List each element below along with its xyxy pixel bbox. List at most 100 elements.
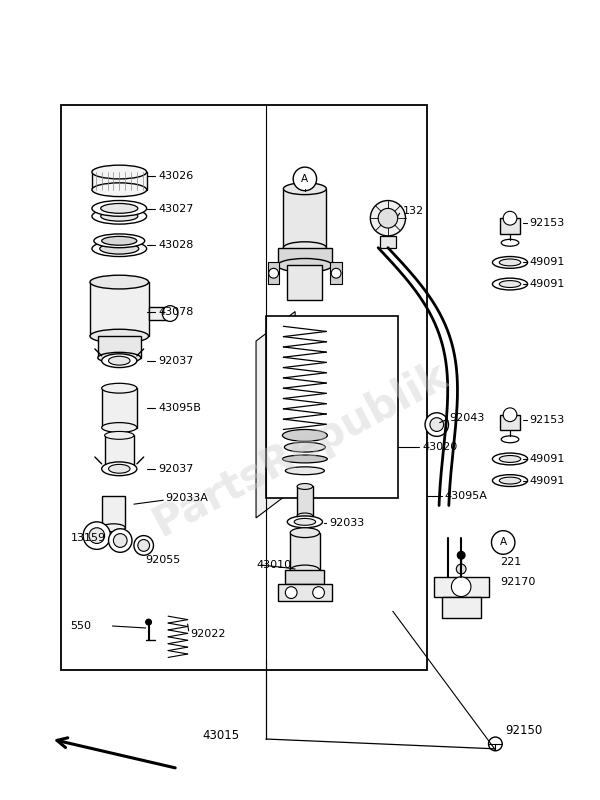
- Bar: [92, 172, 146, 190]
- Text: 92150: 92150: [505, 724, 542, 737]
- Text: 550: 550: [70, 621, 91, 631]
- Text: 43015: 43015: [202, 729, 239, 742]
- Ellipse shape: [297, 483, 313, 490]
- Circle shape: [138, 539, 149, 551]
- Bar: [266, 317, 398, 498]
- Bar: [330, 262, 342, 284]
- Ellipse shape: [499, 455, 521, 462]
- Text: 43026: 43026: [158, 171, 194, 181]
- Bar: [149, 306, 170, 321]
- Ellipse shape: [101, 524, 125, 532]
- Bar: [278, 248, 332, 266]
- Bar: [268, 262, 280, 284]
- Ellipse shape: [101, 383, 137, 393]
- Circle shape: [134, 536, 154, 555]
- Circle shape: [491, 530, 515, 554]
- Text: 43020: 43020: [422, 442, 457, 452]
- Bar: [442, 597, 481, 618]
- Ellipse shape: [493, 257, 527, 268]
- Text: 92037: 92037: [158, 464, 194, 474]
- Ellipse shape: [493, 278, 527, 290]
- Bar: [101, 496, 125, 528]
- Circle shape: [503, 211, 517, 225]
- Ellipse shape: [90, 275, 149, 289]
- Ellipse shape: [92, 165, 146, 179]
- Bar: [286, 570, 325, 584]
- Ellipse shape: [109, 356, 130, 365]
- Ellipse shape: [283, 430, 328, 442]
- Ellipse shape: [92, 201, 146, 216]
- Circle shape: [109, 529, 132, 552]
- Circle shape: [425, 413, 448, 436]
- Bar: [500, 218, 520, 234]
- Text: 43028: 43028: [158, 240, 194, 250]
- Ellipse shape: [499, 259, 521, 266]
- Ellipse shape: [286, 467, 325, 474]
- Bar: [434, 577, 488, 597]
- Ellipse shape: [493, 474, 527, 486]
- Text: 49091: 49091: [530, 279, 565, 289]
- Ellipse shape: [101, 203, 138, 214]
- Ellipse shape: [104, 431, 134, 439]
- Ellipse shape: [101, 211, 138, 221]
- Circle shape: [456, 564, 466, 574]
- Bar: [287, 266, 322, 300]
- Circle shape: [370, 201, 406, 236]
- Circle shape: [113, 534, 127, 547]
- Circle shape: [313, 586, 325, 598]
- Text: 43010: 43010: [256, 560, 291, 570]
- Text: 92033A: 92033A: [165, 494, 208, 503]
- Ellipse shape: [499, 281, 521, 287]
- Circle shape: [503, 408, 517, 422]
- Text: 13159: 13159: [70, 533, 106, 542]
- Circle shape: [331, 268, 341, 278]
- Circle shape: [293, 167, 317, 190]
- Ellipse shape: [104, 463, 134, 470]
- Circle shape: [162, 306, 178, 322]
- Ellipse shape: [501, 436, 519, 442]
- Polygon shape: [256, 311, 295, 518]
- Text: 92153: 92153: [530, 414, 565, 425]
- Ellipse shape: [101, 462, 137, 476]
- Ellipse shape: [92, 208, 146, 224]
- Ellipse shape: [283, 183, 326, 194]
- Ellipse shape: [92, 183, 146, 197]
- Text: 43078: 43078: [158, 306, 194, 317]
- Text: 92022: 92022: [191, 629, 226, 639]
- Ellipse shape: [101, 236, 137, 246]
- Bar: [380, 236, 396, 248]
- Text: A: A: [500, 538, 507, 547]
- Ellipse shape: [290, 528, 320, 538]
- Text: 49091: 49091: [530, 454, 565, 464]
- Circle shape: [488, 737, 502, 751]
- Text: 221: 221: [500, 557, 521, 567]
- Text: A: A: [301, 174, 308, 184]
- Ellipse shape: [92, 241, 146, 257]
- Text: 92037: 92037: [158, 356, 194, 366]
- Circle shape: [146, 619, 152, 625]
- Bar: [500, 414, 520, 430]
- Text: 49091: 49091: [530, 258, 565, 267]
- Ellipse shape: [290, 565, 320, 575]
- Ellipse shape: [501, 239, 519, 246]
- Circle shape: [457, 551, 465, 559]
- Ellipse shape: [101, 422, 137, 433]
- Text: 92033: 92033: [329, 518, 365, 528]
- Circle shape: [451, 577, 471, 597]
- Bar: [104, 435, 134, 467]
- Circle shape: [378, 208, 398, 228]
- Text: 43027: 43027: [158, 204, 194, 214]
- Ellipse shape: [109, 464, 130, 474]
- Text: 49091: 49091: [530, 475, 565, 486]
- Ellipse shape: [287, 516, 322, 528]
- Ellipse shape: [94, 234, 145, 248]
- Circle shape: [269, 268, 278, 278]
- Ellipse shape: [283, 242, 326, 254]
- Ellipse shape: [100, 243, 139, 254]
- Ellipse shape: [101, 354, 137, 367]
- Circle shape: [89, 528, 104, 543]
- Bar: [61, 106, 427, 670]
- Bar: [90, 282, 149, 336]
- Ellipse shape: [499, 477, 521, 484]
- Bar: [290, 533, 320, 570]
